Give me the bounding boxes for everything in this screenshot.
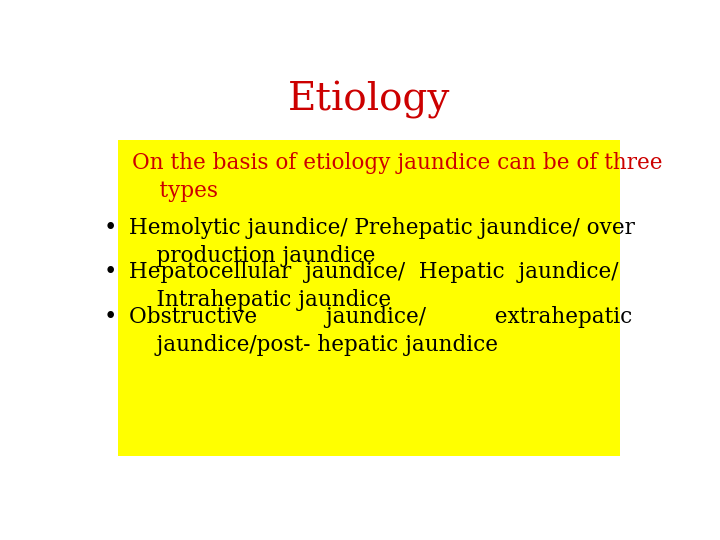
Text: Etiology: Etiology bbox=[288, 82, 450, 119]
Text: Hemolytic jaundice/ Prehepatic jaundice/ over
    production jaundice: Hemolytic jaundice/ Prehepatic jaundice/… bbox=[129, 217, 635, 267]
Text: On the basis of etiology jaundice can be of three
    types: On the basis of etiology jaundice can be… bbox=[132, 152, 662, 202]
Text: Obstructive          jaundice/          extrahepatic
    jaundice/post- hepatic : Obstructive jaundice/ extrahepatic jaund… bbox=[129, 306, 632, 356]
FancyBboxPatch shape bbox=[118, 140, 620, 456]
Text: •: • bbox=[104, 261, 117, 284]
Text: •: • bbox=[104, 217, 117, 239]
Text: •: • bbox=[104, 306, 117, 328]
Text: Hepatocellular  jaundice/  Hepatic  jaundice/
    Intrahepatic jaundice: Hepatocellular jaundice/ Hepatic jaundic… bbox=[129, 261, 618, 312]
